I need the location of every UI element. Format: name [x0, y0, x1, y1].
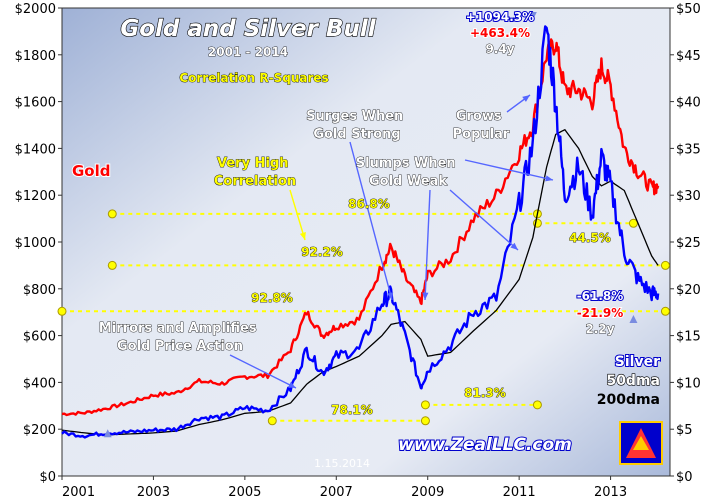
legend-silver: Silver — [615, 354, 660, 370]
right-tick-label: $0 — [676, 470, 693, 485]
slumps-label: Slumps When Gold Weak — [356, 156, 460, 189]
left-tick-label: $200 — [23, 423, 56, 438]
annotation-arrow — [424, 189, 431, 301]
x-tick-label: 2013 — [594, 485, 627, 500]
drop-years: 2.2y — [585, 322, 614, 336]
chart-subtitle: 2001 - 2014 — [208, 45, 288, 59]
arrowhead — [387, 292, 394, 300]
right-tick-label: $45 — [676, 49, 701, 64]
left-tick-label: $1600 — [15, 96, 56, 111]
left-tick-label: $600 — [23, 330, 56, 345]
legend-50dma: 50dma — [606, 373, 660, 389]
left-tick-label: $800 — [23, 283, 56, 298]
silver-drop: -61.8% — [577, 289, 624, 303]
r-squared-44-5: 44.5% — [569, 231, 611, 245]
arrowhead — [288, 381, 296, 388]
very-high-correlation-label: Very High Correlation — [214, 156, 296, 189]
r-squared-86-8: 86.8% — [348, 197, 390, 211]
right-tick-label: $5 — [676, 423, 693, 438]
guide-endpoint — [660, 306, 670, 316]
website-label: www.ZealLLC.com — [398, 435, 572, 455]
peak-gold-gain: +463.4% — [470, 26, 530, 40]
axes: $0 $200 $400 $600 $800 $1000 $1200 $1400 $1600 $1… — [15, 2, 701, 500]
gold-series-label: Gold — [72, 162, 111, 180]
right-tick-label: $20 — [676, 283, 701, 298]
guide-endpoint — [57, 306, 67, 316]
right-tick-label: $25 — [676, 236, 701, 251]
x-tick-label: 2011 — [503, 485, 536, 500]
right-tick-label: $10 — [676, 376, 701, 391]
guide-endpoint — [532, 400, 542, 410]
r-squared-81-3: 81.3% — [464, 386, 506, 400]
guide-endpoint — [267, 416, 277, 426]
right-tick-label: $35 — [676, 142, 701, 157]
left-tick-label: $1400 — [15, 142, 56, 157]
mirrors-label: Mirrors and Amplifies Gold Price Action — [99, 321, 261, 354]
x-tick-label: 2005 — [228, 485, 261, 500]
series-line-gold — [61, 38, 660, 417]
annotation-arrows — [103, 12, 638, 438]
silver-peak-marker — [528, 12, 537, 20]
arrowhead — [510, 242, 518, 250]
guide-endpoint — [107, 209, 117, 219]
guide-endpoint — [107, 260, 117, 270]
silver-low-marker — [103, 429, 112, 438]
annotations: Gold and Silver Bull 2001 - 2014 Correla… — [71, 9, 663, 470]
zeal-logo — [619, 421, 663, 465]
left-tick-label: $400 — [23, 376, 56, 391]
right-tick-label: $15 — [676, 330, 701, 345]
peak-silver-gain: +1094.3% — [466, 10, 534, 24]
annotation-arrow — [289, 189, 306, 241]
left-tick-label: $2000 — [15, 2, 56, 17]
r-squared-78-1: 78.1% — [331, 403, 373, 417]
right-tick-label: $50 — [676, 2, 701, 17]
surges-label: Surges When Gold Strong — [306, 109, 408, 142]
x-tick-label: 2003 — [137, 485, 170, 500]
series-lines — [61, 25, 660, 439]
correlation-guides — [57, 209, 670, 426]
date-stamp: 1.15.2014 — [314, 457, 370, 470]
x-tick-label: 2007 — [320, 485, 353, 500]
arrowhead — [422, 292, 429, 300]
legend-200dma: 200dma — [597, 392, 660, 408]
guide-endpoint — [420, 400, 430, 410]
left-tick-label: $1000 — [15, 236, 56, 251]
gold-drop: -21.9% — [577, 306, 624, 320]
guide-endpoint — [420, 416, 430, 426]
silver-recent-marker — [629, 315, 638, 324]
right-tick-label: $30 — [676, 189, 701, 204]
arrowhead — [299, 232, 306, 240]
r-squared-92-8: 92.8% — [251, 291, 293, 305]
series-line-silver — [61, 25, 660, 439]
annotation-arrow — [349, 141, 393, 301]
x-tick-label: 2009 — [411, 485, 444, 500]
left-tick-label: $1800 — [15, 49, 56, 64]
chart-title: Gold and Silver Bull — [120, 16, 376, 42]
peak-years: 9.4y — [485, 42, 514, 56]
arrowhead — [545, 175, 553, 182]
x-tick-label: 2001 — [62, 485, 95, 500]
series-line-200dma — [61, 128, 659, 436]
left-tick-label: $0 — [39, 470, 56, 485]
correlation-title: Correlation R-Squares — [179, 71, 328, 85]
right-tick-label: $40 — [676, 96, 701, 111]
plot-background — [62, 8, 670, 476]
left-tick-label: $1200 — [15, 189, 56, 204]
guide-endpoint — [660, 260, 670, 270]
arrowhead — [522, 95, 530, 102]
r-squared-92-2: 92.2% — [301, 245, 343, 259]
annotation-arrow — [229, 354, 297, 389]
annotation-arrow — [464, 159, 554, 181]
annotation-arrow — [449, 189, 519, 251]
grows-label: Grows Popular — [453, 109, 510, 142]
